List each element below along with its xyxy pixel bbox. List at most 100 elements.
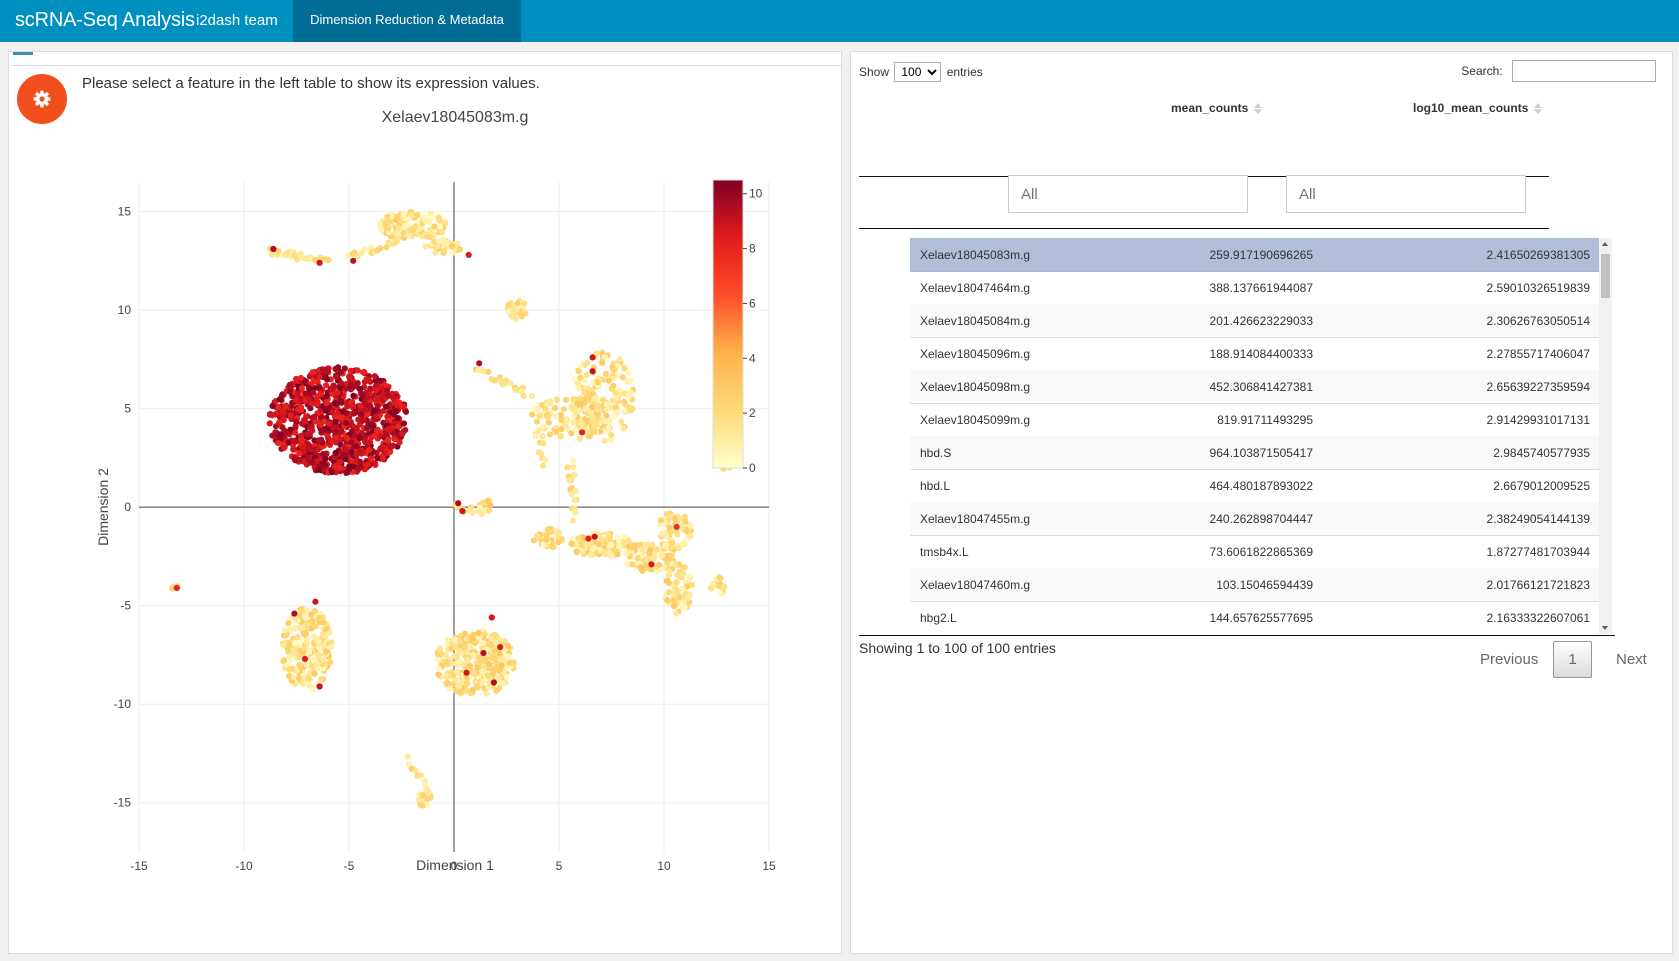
data-point[interactable] [316,384,323,391]
data-point[interactable] [393,217,400,224]
data-point[interactable] [605,425,612,432]
data-point[interactable] [572,488,580,495]
data-point[interactable] [449,660,456,667]
data-point[interactable] [286,381,293,388]
data-point[interactable] [395,225,402,232]
data-point[interactable] [357,411,364,418]
data-point[interactable] [552,413,559,420]
data-point[interactable] [540,440,547,447]
table-row[interactable]: Xelaev18045084m.g 201.426623229033 2.30626… [910,304,1600,338]
table-row[interactable]: Xelaev18045098m.g 452.306841427381 2.65639… [910,370,1600,404]
data-point[interactable] [717,590,725,597]
data-point[interactable] [285,620,292,627]
data-point[interactable] [305,385,313,392]
data-point[interactable] [536,412,543,419]
data-point[interactable] [317,422,324,429]
data-point[interactable] [292,429,299,436]
table-row[interactable]: Xelaev18045096m.g 188.914084400333 2.27855… [910,337,1600,371]
data-point[interactable] [304,680,311,687]
data-point[interactable] [445,660,452,667]
data-point[interactable] [337,414,344,421]
data-point[interactable] [310,389,317,396]
data-point[interactable] [663,510,670,518]
data-point[interactable] [481,631,488,638]
data-point[interactable] [581,389,588,396]
data-point[interactable] [274,403,281,411]
data-point[interactable] [581,396,588,403]
table-row[interactable]: tmsb4x.L 73.6061822865369 1.87277481703944 [910,535,1600,569]
data-point[interactable] [328,390,335,397]
column-header-log10-mean-counts[interactable]: log10_mean_counts [1413,101,1543,115]
table-row[interactable]: Xelaev18047464m.g 388.137661944087 2.59010… [910,271,1600,305]
data-point[interactable] [623,550,630,557]
data-point[interactable] [488,641,495,649]
data-point[interactable] [497,637,504,644]
data-point[interactable] [435,665,442,672]
data-point[interactable] [314,401,321,408]
data-point[interactable] [383,387,391,394]
data-point[interactable] [316,437,323,444]
data-point[interactable] [423,801,431,808]
data-point[interactable] [314,446,321,453]
data-point[interactable] [301,644,308,651]
data-point[interactable] [378,445,385,452]
data-point[interactable] [621,365,628,372]
data-point[interactable] [474,683,481,690]
data-point[interactable] [657,517,665,524]
data-point[interactable] [591,533,598,540]
data-point[interactable] [347,381,354,388]
data-point[interactable] [663,533,670,540]
data-point[interactable] [665,516,672,523]
data-point[interactable] [616,543,623,550]
data-point[interactable] [417,225,424,232]
data-point[interactable] [569,457,577,464]
data-point[interactable] [346,373,353,380]
data-point[interactable] [721,583,728,590]
data-point[interactable] [337,436,344,443]
data-point[interactable] [608,404,615,411]
data-point[interactable] [555,529,562,536]
data-point[interactable] [607,552,614,559]
data-point[interactable] [371,432,378,439]
data-point[interactable] [418,802,426,809]
data-point[interactable] [323,648,330,655]
data-point[interactable] [318,463,326,470]
data-point[interactable] [568,491,575,498]
data-point[interactable] [480,662,487,670]
data-point[interactable] [530,537,538,544]
data-point[interactable] [320,451,327,458]
data-point[interactable] [538,401,545,408]
data-point[interactable] [483,690,490,697]
data-point[interactable] [329,409,336,416]
data-point[interactable] [601,437,608,444]
data-point[interactable] [612,404,620,411]
data-point[interactable] [286,388,294,395]
data-point[interactable] [353,425,360,432]
data-point[interactable] [564,464,571,471]
data-point[interactable] [496,650,503,657]
data-point[interactable] [614,409,621,416]
data-point[interactable] [490,679,497,686]
data-point[interactable] [441,238,448,245]
data-point[interactable] [384,436,392,443]
data-point[interactable] [543,536,550,543]
data-point[interactable] [361,246,368,253]
data-point[interactable] [670,597,677,604]
data-point[interactable] [318,429,325,436]
data-point[interactable] [424,795,431,802]
data-point[interactable] [328,643,335,651]
data-point[interactable] [280,658,287,665]
data-point[interactable] [679,572,686,579]
data-point[interactable] [625,369,632,376]
data-point[interactable] [400,420,408,427]
data-point[interactable] [616,356,623,363]
data-point[interactable] [437,223,444,230]
data-point[interactable] [543,532,550,539]
data-point[interactable] [387,444,394,451]
data-point[interactable] [365,377,372,384]
data-point[interactable] [306,396,313,403]
data-point[interactable] [347,367,354,374]
data-point[interactable] [347,463,354,470]
table-row[interactable]: Xelaev18047460m.g 103.15046594439 2.017661… [910,568,1600,602]
data-point[interactable] [320,641,327,648]
